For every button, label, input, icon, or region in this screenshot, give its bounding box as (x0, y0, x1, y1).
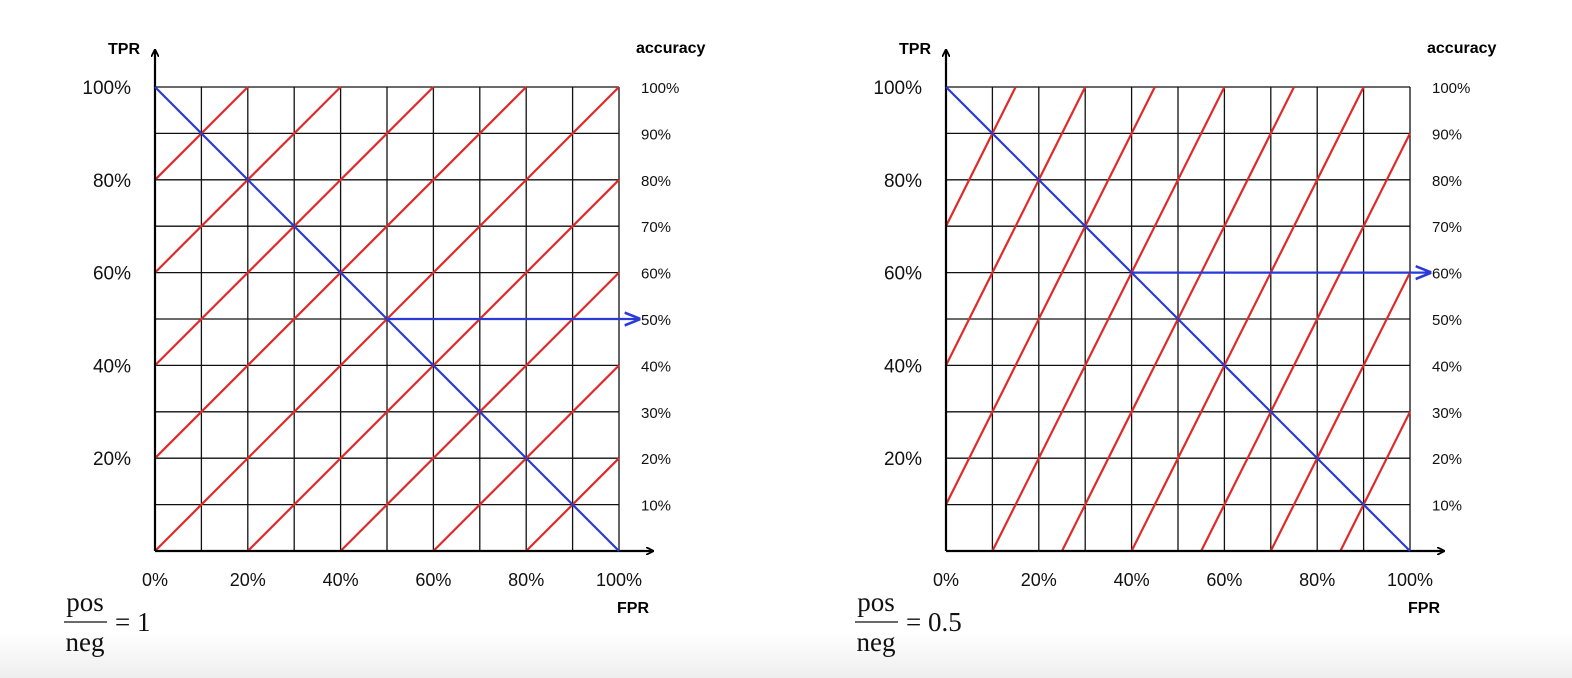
accuracy-tick-label: 70% (641, 219, 671, 236)
pos-neg-ratio: pos neg = 1 (64, 587, 150, 657)
x-tick-label: 40% (323, 570, 359, 590)
pos-neg-ratio: pos neg = 0.5 (855, 587, 962, 657)
accuracy-tick-label: 10% (641, 498, 671, 515)
roc-line (945, 86, 1411, 552)
accuracy-tick-label: 100% (1432, 80, 1470, 97)
y-tick-label: 40% (884, 356, 922, 377)
ratio-value: = 1 (115, 607, 150, 637)
iso-accuracy-line-30 (1200, 132, 1411, 552)
y-axis-title: TPR (899, 41, 931, 58)
accuracy-tick-label: 20% (1432, 451, 1462, 468)
accuracy-tick-label: 50% (641, 312, 671, 329)
accuracy-tick-label: 90% (1432, 126, 1462, 143)
y-tick-label: 80% (884, 171, 922, 192)
x-tick-label: 0% (933, 570, 959, 590)
x-tick-label: 0% (142, 570, 168, 590)
bottom-fade (0, 632, 1572, 678)
accuracy-tick-label: 50% (1432, 312, 1462, 329)
x-axis-title: FPR (1408, 600, 1440, 617)
y-tick-label: 40% (93, 356, 131, 377)
y-tick-label: 20% (884, 449, 922, 470)
y-tick-label: 20% (93, 449, 131, 470)
ratio-denominator: neg (857, 627, 896, 657)
y-tick-label: 60% (884, 264, 922, 285)
y-axis-title: TPR (108, 41, 140, 58)
iso-accuracy-line-70 (945, 86, 1156, 506)
x-tick-label: 20% (230, 570, 266, 590)
iso-accuracy-line-60 (991, 86, 1226, 552)
accuracy-tick-label: 90% (641, 126, 671, 143)
iso-accuracy-line-90 (945, 86, 1017, 227)
x-tick-label: 80% (508, 570, 544, 590)
accuracy-tick-label: 10% (1432, 498, 1462, 515)
y-tick-label: 60% (93, 264, 131, 285)
accuracy-tick-label: 40% (1432, 358, 1462, 375)
x-tick-label: 60% (1206, 570, 1242, 590)
accuracy-tick-label: 80% (1432, 173, 1462, 190)
accuracy-tick-label: 70% (1432, 219, 1462, 236)
accuracy-tick-label: 40% (641, 358, 671, 375)
accuracy-axis-title: accuracy (1427, 40, 1496, 57)
iso-accuracy-line-20 (1269, 272, 1411, 552)
ratio-numerator: pos (857, 587, 895, 617)
accuracy-tick-label: 60% (641, 266, 671, 283)
accuracy-tick-label: 80% (641, 173, 671, 190)
x-tick-label: 20% (1021, 570, 1057, 590)
x-axis-title: FPR (617, 600, 649, 617)
x-tick-label: 80% (1299, 570, 1335, 590)
accuracy-tick-label: 30% (641, 405, 671, 422)
chart-panel-pos-neg-0-5: TPR accuracy FPR 20% 40% 60% 80% 100% 0% 20% 40% 60… (855, 40, 1496, 657)
accuracy-axis-title: accuracy (636, 40, 705, 57)
x-tick-label: 60% (415, 570, 451, 590)
accuracy-tick-label: 20% (641, 451, 671, 468)
accuracy-tick-label: 100% (641, 80, 679, 97)
y-tick-label: 100% (82, 78, 131, 99)
chart-panel-pos-neg-1: TPR accuracy FPR 20% 40% 60% 80% 100% 0% 20% 40% 60… (64, 40, 705, 657)
ratio-denominator: neg (66, 627, 105, 657)
x-tick-label: 100% (596, 570, 642, 590)
accuracy-tick-label: 60% (1432, 266, 1462, 283)
ratio-numerator: pos (66, 587, 104, 617)
iso-accuracy-line-80 (945, 86, 1087, 366)
iso-accuracy-line-10 (1339, 411, 1411, 552)
accuracy-tick-label: 30% (1432, 405, 1462, 422)
ratio-value: = 0.5 (906, 607, 962, 637)
x-tick-label: 40% (1114, 570, 1150, 590)
y-tick-label: 100% (873, 78, 922, 99)
x-tick-label: 100% (1387, 570, 1433, 590)
y-tick-label: 80% (93, 171, 131, 192)
iso-accuracy-line-40 (1130, 86, 1365, 552)
